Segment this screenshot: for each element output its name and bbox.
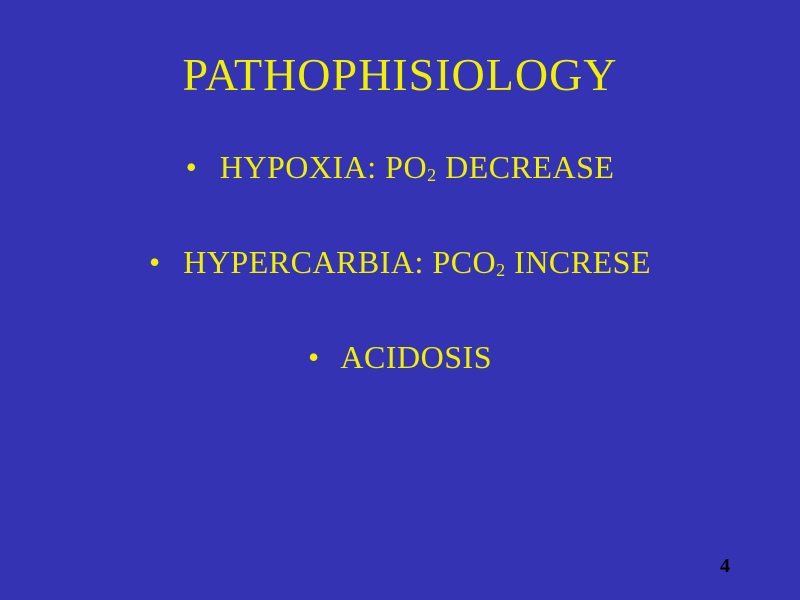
bullet-text-prefix: ACIDOSIS [340,339,492,375]
bullet-item: HYPOXIA: PO2 DECREASE [40,149,760,186]
bullet-text-suffix: DECREASE [437,149,615,185]
bullet-subscript: 2 [427,165,437,185]
bullet-subscript: 2 [496,260,506,280]
bullet-text-prefix: HYPOXIA: PO [220,149,427,185]
bullet-text-suffix: INCRESE [506,244,651,280]
bullet-list: HYPOXIA: PO2 DECREASE HYPERCARBIA: PCO2 … [0,149,800,376]
bullet-item: HYPERCARBIA: PCO2 INCRESE [40,244,760,281]
bullet-text-prefix: HYPERCARBIA: PCO [183,244,496,280]
page-number: 4 [720,555,730,578]
slide-title: PATHOPHISIOLOGY [0,0,800,101]
bullet-item: ACIDOSIS [40,339,760,376]
